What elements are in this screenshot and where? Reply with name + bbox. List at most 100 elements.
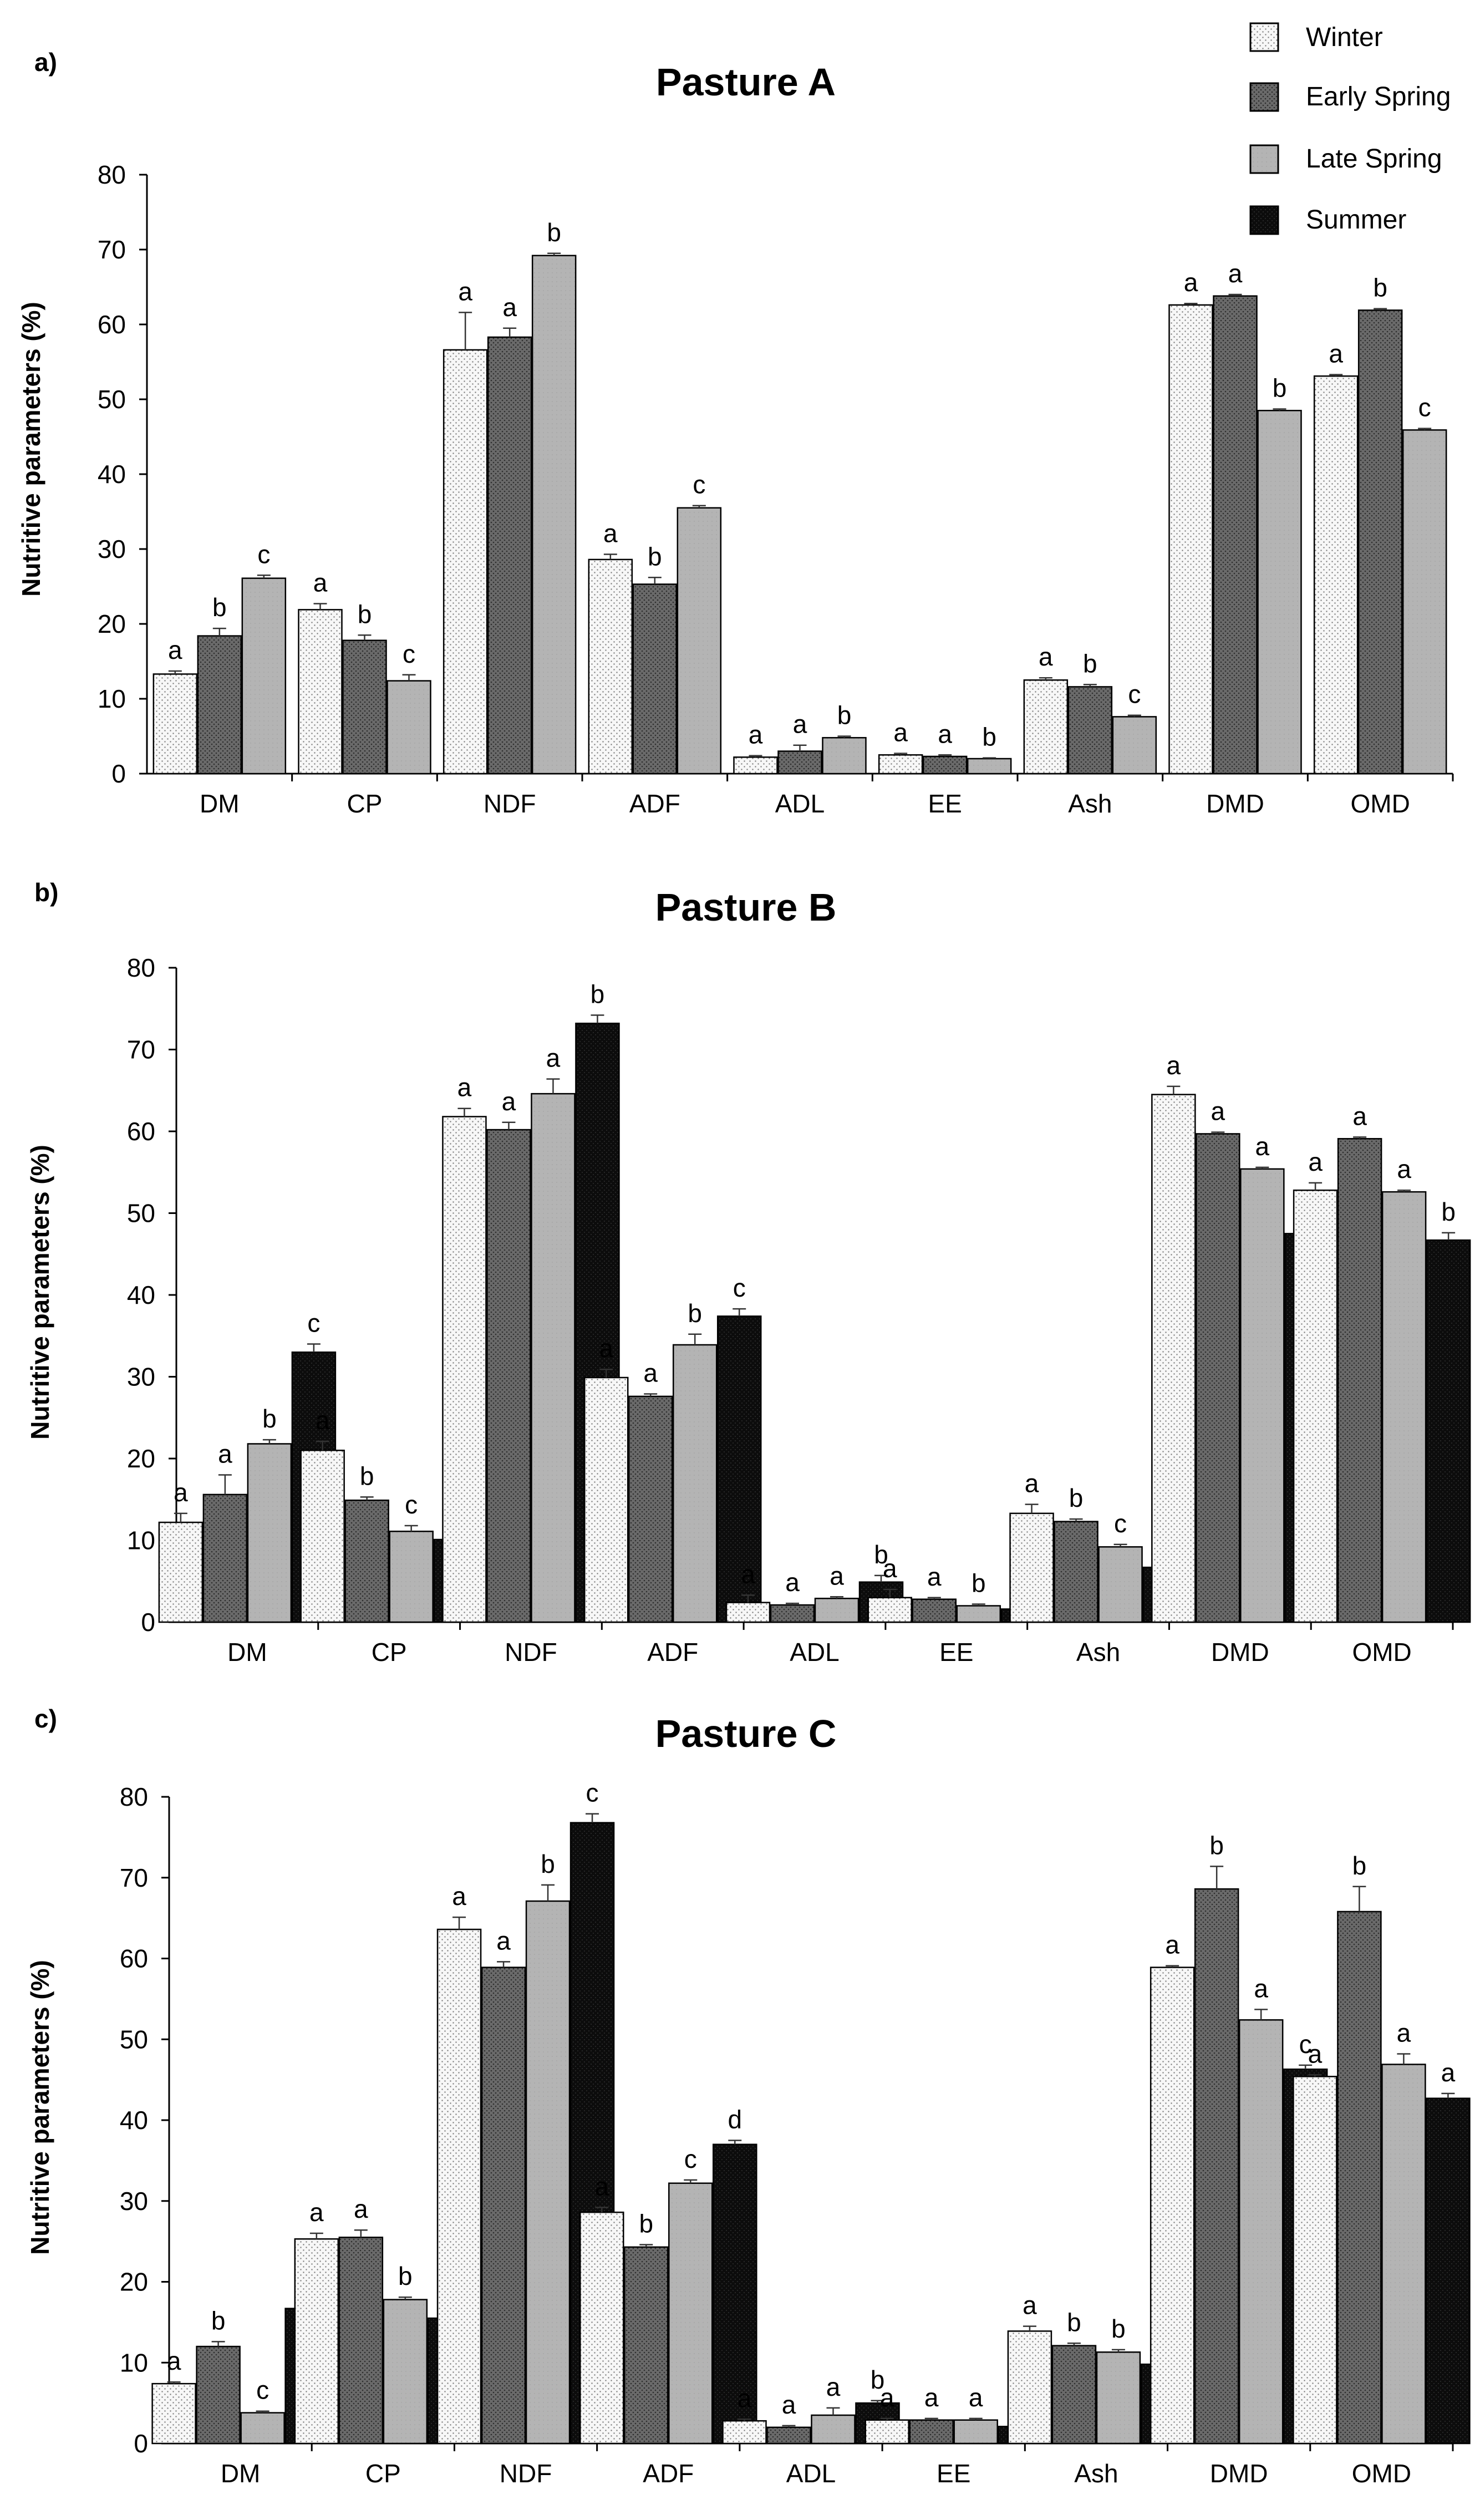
bar-early-spring-ee (909, 2419, 954, 2445)
sig-letter-early-spring-dmd: b (1209, 1831, 1224, 1859)
bar-winter-adf (583, 1376, 629, 1623)
sig-letter-summer-dmd: c (1299, 2030, 1312, 2059)
sig-letter-winter-ee: a (893, 718, 908, 747)
sig-letter-early-spring-omd: b (1352, 1851, 1367, 1880)
bar-early-spring-cp (344, 1499, 389, 1623)
sig-letter-early-spring-ee: a (927, 1562, 942, 1591)
panel-a-bars: a b c a b c a a b a b c a a b a a b a b c a a b a b c (152, 218, 1447, 775)
x-tick-label-ee: EE (937, 2459, 970, 2488)
y-tick-label: 70 (120, 1863, 148, 1892)
bar-winter-adl (725, 1602, 771, 1623)
panel-b-bars: aabcabccaaabaabcaaabaabbabcdaaabaaab (158, 980, 1471, 1623)
x-tick-label-adf: ADF (643, 2459, 694, 2488)
sig-letter-winter-omd: a (1308, 2039, 1323, 2068)
bar-late-spring-dmd (1238, 2019, 1284, 2445)
bar-late-spring-dmd (1257, 410, 1302, 775)
sig-letter-early-spring-adf: b (639, 2209, 653, 2238)
x-tick-label-ash: Ash (1068, 789, 1112, 818)
panel-b: b) Pasture B Nutritive parameters (%) 0 1… (26, 878, 1471, 1667)
legend-swatch-winter (1249, 22, 1279, 52)
sig-letter-winter-adl: a (738, 2384, 752, 2412)
sig-letter-late-spring-omd: a (1397, 2018, 1411, 2047)
y-tick-label: 40 (127, 1281, 155, 1309)
bar-winter-adf (588, 558, 633, 775)
bar-late-spring-adf (668, 2182, 713, 2445)
x-tick-label-ee: EE (939, 1638, 973, 1667)
sig-letter-winter-dmd: a (1167, 1051, 1181, 1080)
bar-summer-omd (1426, 1239, 1471, 1623)
sig-letter-winter-omd: a (1329, 339, 1343, 368)
legend-label-summer: Summer (1306, 205, 1406, 235)
y-tick-label: 0 (141, 1608, 155, 1637)
sig-letter-early-spring-adl: a (782, 2390, 796, 2419)
sig-letter-winter-omd: a (1308, 1147, 1323, 1176)
bar-early-spring-adl (777, 750, 822, 775)
sig-letter-late-spring-ndf: b (547, 218, 561, 247)
sig-letter-winter-dmd: a (1184, 268, 1198, 297)
x-tick-label-ash: Ash (1076, 1638, 1120, 1667)
sig-letter-summer-dm: c (307, 1309, 320, 1338)
legend: Winter Early Spring Late Spring Summer (1249, 22, 1451, 235)
y-tick-label: 10 (127, 1526, 155, 1555)
bar-late-spring-cp (383, 2299, 428, 2445)
bar-late-spring-dm (247, 1443, 292, 1623)
y-tick-label: 20 (127, 1444, 155, 1473)
bar-late-spring-ash (1098, 1546, 1143, 1623)
sig-letter-late-spring-ee: b (972, 1569, 986, 1598)
bar-winter-ndf (442, 1116, 487, 1623)
y-tick-label: 50 (127, 1199, 155, 1228)
bar-summer-adf (713, 2143, 757, 2445)
x-tick-label-dmd: DMD (1210, 2459, 1268, 2488)
x-tick-label-adl: ADL (790, 1638, 839, 1667)
sig-letter-winter-adf: a (594, 2172, 609, 2201)
bar-late-spring-ee (956, 1605, 1001, 1623)
bar-winter-dmd (1150, 1967, 1195, 2445)
bar-winter-omd (1293, 1189, 1338, 1623)
x-tick-label-cp: CP (347, 789, 383, 818)
bar-late-spring-ee (953, 2419, 998, 2445)
y-tick-label: 20 (120, 2268, 148, 2297)
y-tick-label: 70 (98, 235, 126, 264)
panel-a-title: Pasture A (656, 60, 836, 104)
bar-early-spring-dmd (1213, 295, 1258, 775)
x-tick-label-dm: DM (221, 2459, 261, 2488)
sig-letter-summer-omd: a (1441, 2058, 1456, 2087)
sig-letter-summer-adl: b (871, 2365, 885, 2394)
bar-late-spring-adl (811, 2414, 856, 2445)
y-tick-label: 40 (120, 2106, 148, 2135)
sig-letter-late-spring-dmd: a (1255, 1132, 1270, 1161)
panel-c: c) Pasture C Nutritive parameters (%) 0 1… (26, 1704, 1471, 2488)
sig-letter-early-spring-ash: b (1067, 2308, 1081, 2336)
panel-b-label: b) (34, 878, 58, 907)
sig-letter-late-spring-adf: c (693, 470, 705, 499)
sig-letter-early-spring-dm: a (218, 1440, 232, 1469)
bar-late-spring-omd (1402, 429, 1447, 775)
bar-late-spring-ndf (525, 1900, 571, 2445)
sig-letter-early-spring-cp: b (358, 599, 372, 628)
sig-letter-late-spring-cp: c (405, 1490, 418, 1519)
y-tick-label: 50 (98, 385, 126, 414)
y-tick-label: 80 (120, 1782, 148, 1811)
bar-early-spring-dm (196, 2345, 241, 2445)
sig-letter-winter-cp: a (313, 568, 328, 597)
sig-letter-late-spring-ash: c (1114, 1509, 1127, 1538)
sig-letter-early-spring-adl: a (793, 710, 807, 739)
sig-letter-early-spring-adf: b (648, 542, 662, 571)
bar-early-spring-adl (770, 1604, 815, 1623)
bar-early-spring-omd (1357, 309, 1403, 775)
sig-letter-late-spring-dm: c (256, 2376, 269, 2405)
y-tick-label: 60 (120, 1944, 148, 1973)
bar-early-spring-adf (632, 583, 678, 775)
panel-a-label: a) (34, 48, 57, 77)
bar-early-spring-cp (342, 639, 387, 775)
bar-late-spring-omd (1381, 1191, 1427, 1623)
sig-letter-early-spring-dmd: a (1211, 1096, 1225, 1125)
bar-winter-adl (722, 2420, 767, 2445)
sig-letter-early-spring-dm: b (211, 2306, 226, 2335)
bar-early-spring-ndf (487, 336, 532, 775)
sig-letter-early-spring-cp: a (354, 2194, 368, 2223)
sig-letter-late-spring-adl: a (826, 2372, 841, 2401)
sig-letter-winter-ash: a (1039, 642, 1053, 671)
bar-late-spring-ndf (531, 1093, 576, 1623)
